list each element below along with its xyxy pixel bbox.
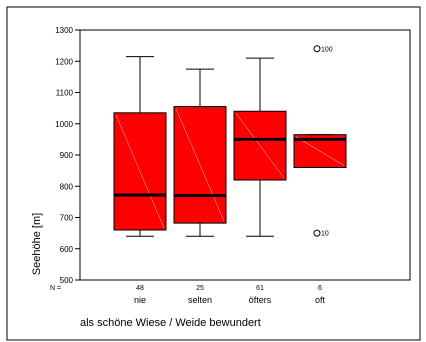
x-axis-label: als schöne Wiese / Weide bewundert (80, 317, 261, 329)
x-tick-label: nie (134, 295, 146, 305)
x-tick-label: selten (188, 295, 212, 305)
y-tick-label: 500 (60, 276, 74, 285)
box-diagonal (115, 114, 165, 229)
y-tick-label: 900 (60, 151, 74, 160)
box-4 (293, 134, 347, 168)
outlier-label: 10 (321, 231, 329, 238)
x-tick-label: öfters (249, 295, 272, 305)
box-diagonal (235, 113, 285, 179)
n-value: 25 (196, 285, 204, 292)
sample-size-row: N = 48 25 61 6 (50, 285, 322, 292)
y-axis-label: Seehöhe [m] (31, 213, 43, 275)
outlier: 10 (313, 229, 329, 238)
y-tick-label: 600 (60, 245, 74, 254)
outlier: 100 (313, 45, 333, 53)
y-tick-label: 1000 (55, 120, 73, 129)
outlier-marker (313, 229, 321, 237)
outlier-marker (313, 45, 321, 53)
y-tick-label: 1300 (55, 26, 73, 35)
y-tick-label: 1100 (56, 89, 74, 98)
box-diagonal (175, 108, 225, 222)
outlier-label: 100 (321, 46, 333, 53)
n-label: N = (50, 285, 61, 292)
y-tick-label: 700 (60, 214, 74, 223)
box-diagonal (295, 136, 345, 166)
x-axis: nie selten öfters oft (134, 295, 326, 305)
box-2 (173, 68, 227, 237)
y-tick-label: 1200 (55, 57, 73, 66)
y-tick-label: 800 (60, 182, 74, 191)
n-value: 6 (318, 285, 322, 292)
y-axis: 500 600 700 800 900 1000 1100 1200 1300 (55, 26, 80, 285)
boxes: 100 10 (113, 45, 347, 238)
n-value: 48 (136, 285, 144, 292)
x-tick-label: oft (315, 295, 326, 305)
n-value: 61 (256, 285, 264, 292)
box-1 (113, 56, 167, 237)
box-3 (233, 57, 287, 237)
